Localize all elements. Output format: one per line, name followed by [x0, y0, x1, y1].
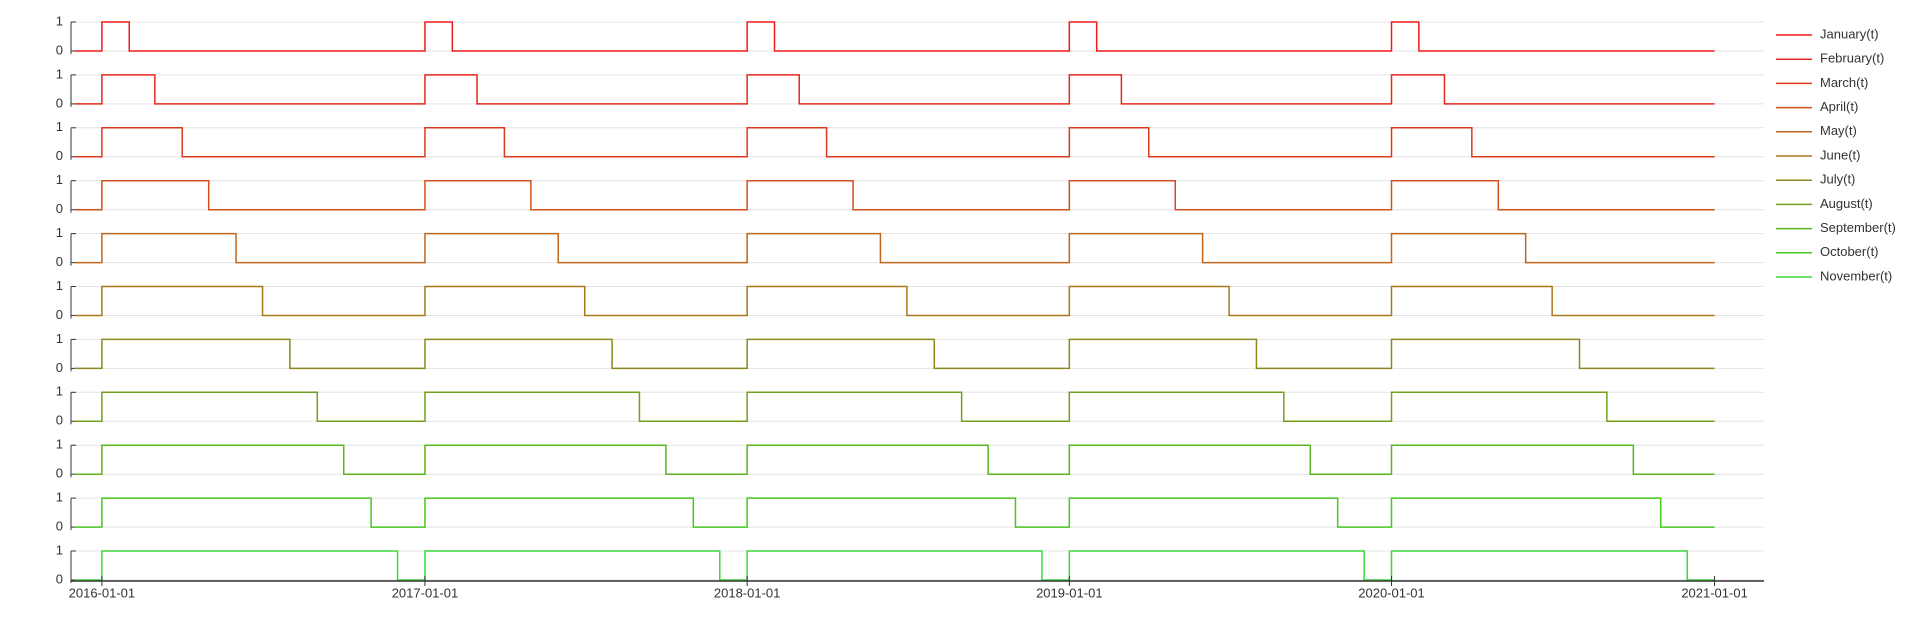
- x-tick-label: 2016-01-01: [69, 585, 136, 600]
- y-tick-label: 1: [56, 331, 63, 346]
- series-line: [74, 497, 1715, 528]
- x-tick-label: 2018-01-01: [714, 585, 781, 600]
- legend-label: July(t): [1820, 172, 1855, 187]
- legend-label: June(t): [1820, 147, 1860, 162]
- y-tick-label: 0: [56, 519, 63, 534]
- series-line: [74, 21, 1715, 52]
- legend-label: September(t): [1820, 220, 1896, 235]
- series-line: [74, 285, 1715, 317]
- y-tick-label: 1: [56, 172, 63, 187]
- y-tick-label: 1: [56, 542, 63, 557]
- y-tick-label: 0: [56, 95, 63, 110]
- series-line: [74, 444, 1715, 475]
- legend-label: March(t): [1820, 75, 1868, 90]
- series-line: [74, 232, 1715, 264]
- legend-label: October(t): [1820, 244, 1879, 259]
- y-tick-label: 0: [56, 254, 63, 269]
- series-line: [74, 338, 1715, 370]
- y-tick-label: 0: [56, 571, 63, 586]
- x-tick-label: 2019-01-01: [1036, 585, 1103, 600]
- legend-label: May(t): [1820, 123, 1857, 138]
- y-tick-label: 0: [56, 42, 63, 57]
- series-line: [74, 127, 1715, 158]
- series-line: [74, 179, 1715, 211]
- legend-label: February(t): [1820, 51, 1884, 66]
- legend-label: August(t): [1820, 196, 1873, 211]
- x-tick-label: 2020-01-01: [1358, 585, 1425, 600]
- y-tick-label: 0: [56, 413, 63, 428]
- series-line: [74, 74, 1715, 105]
- series-line: [74, 391, 1715, 423]
- y-tick-label: 0: [56, 307, 63, 322]
- y-tick-label: 0: [56, 148, 63, 163]
- series-line: [74, 550, 1715, 581]
- y-tick-label: 1: [56, 119, 63, 134]
- y-tick-label: 0: [56, 466, 63, 481]
- y-tick-label: 1: [56, 225, 63, 240]
- y-tick-label: 1: [56, 384, 63, 399]
- y-tick-label: 0: [56, 360, 63, 375]
- x-tick-label: 2021-01-01: [1681, 585, 1748, 600]
- y-tick-label: 1: [56, 437, 63, 452]
- x-tick-label: 2017-01-01: [392, 585, 459, 600]
- y-tick-label: 1: [56, 490, 63, 505]
- y-tick-label: 1: [56, 278, 63, 293]
- legend-label: November(t): [1820, 268, 1892, 283]
- y-tick-label: 1: [56, 66, 63, 81]
- y-tick-label: 0: [56, 201, 63, 216]
- legend-label: January(t): [1820, 26, 1879, 41]
- y-tick-label: 1: [56, 13, 63, 28]
- legend-label: April(t): [1820, 99, 1858, 114]
